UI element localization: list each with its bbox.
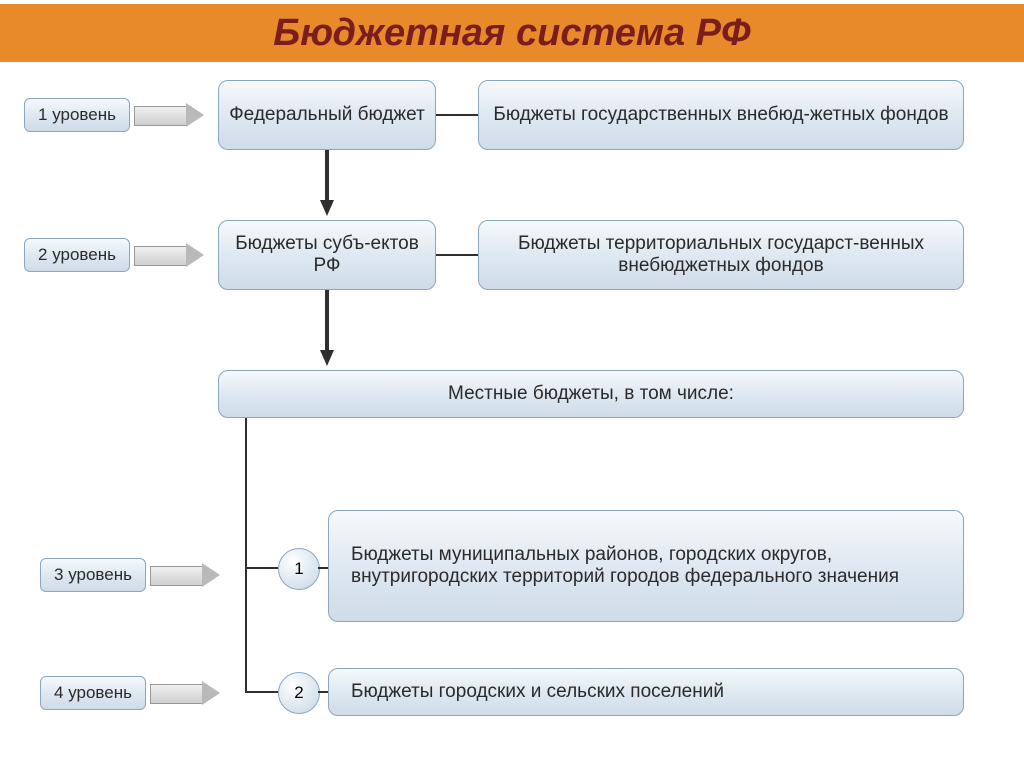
connector-row2 bbox=[436, 254, 478, 256]
connector-down-1-shaft bbox=[325, 150, 329, 202]
node-local-municipal: Бюджеты муниципальных районов, городских… bbox=[328, 510, 964, 622]
level-4-label: 4 уровень bbox=[40, 676, 146, 710]
connector-down-2-head bbox=[320, 350, 334, 366]
level-2-arrow-shaft bbox=[134, 246, 188, 266]
node-state-extrabudgetary: Бюджеты государственных внебюд-жетных фо… bbox=[478, 80, 964, 150]
node-federal-budget: Федеральный бюджет bbox=[218, 80, 436, 150]
node-territorial-funds: Бюджеты территориальных государст-венных… bbox=[478, 220, 964, 290]
level-1-label: 1 уровень bbox=[24, 98, 130, 132]
node-subjects-budget: Бюджеты субъ-ектов РФ bbox=[218, 220, 436, 290]
tree-branch-2 bbox=[245, 691, 278, 693]
connector-row1 bbox=[436, 114, 478, 116]
node-local-settlements: Бюджеты городских и сельских поселений bbox=[328, 668, 964, 716]
connector-down-1-head bbox=[320, 200, 334, 216]
node-local-head: Местные бюджеты, в том числе: bbox=[218, 370, 964, 418]
level-3-arrow-shaft bbox=[150, 566, 204, 586]
tree-vertical bbox=[245, 418, 247, 691]
level-2-label: 2 уровень bbox=[24, 238, 130, 272]
level-4-arrow-head bbox=[202, 681, 220, 705]
level-3-label: 3 уровень bbox=[40, 558, 146, 592]
level-4-arrow-shaft bbox=[150, 684, 204, 704]
circle-2-to-box bbox=[318, 691, 328, 693]
tree-branch-1 bbox=[245, 567, 278, 569]
title-banner: Бюджетная система РФ bbox=[0, 4, 1024, 62]
circle-1: 1 bbox=[278, 548, 320, 590]
connector-down-2-shaft bbox=[325, 290, 329, 352]
level-1-arrow-head bbox=[186, 103, 204, 127]
level-3-arrow-head bbox=[202, 563, 220, 587]
circle-1-to-box bbox=[318, 567, 328, 569]
circle-2: 2 bbox=[278, 672, 320, 714]
level-1-arrow-shaft bbox=[134, 106, 188, 126]
level-2-arrow-head bbox=[186, 243, 204, 267]
